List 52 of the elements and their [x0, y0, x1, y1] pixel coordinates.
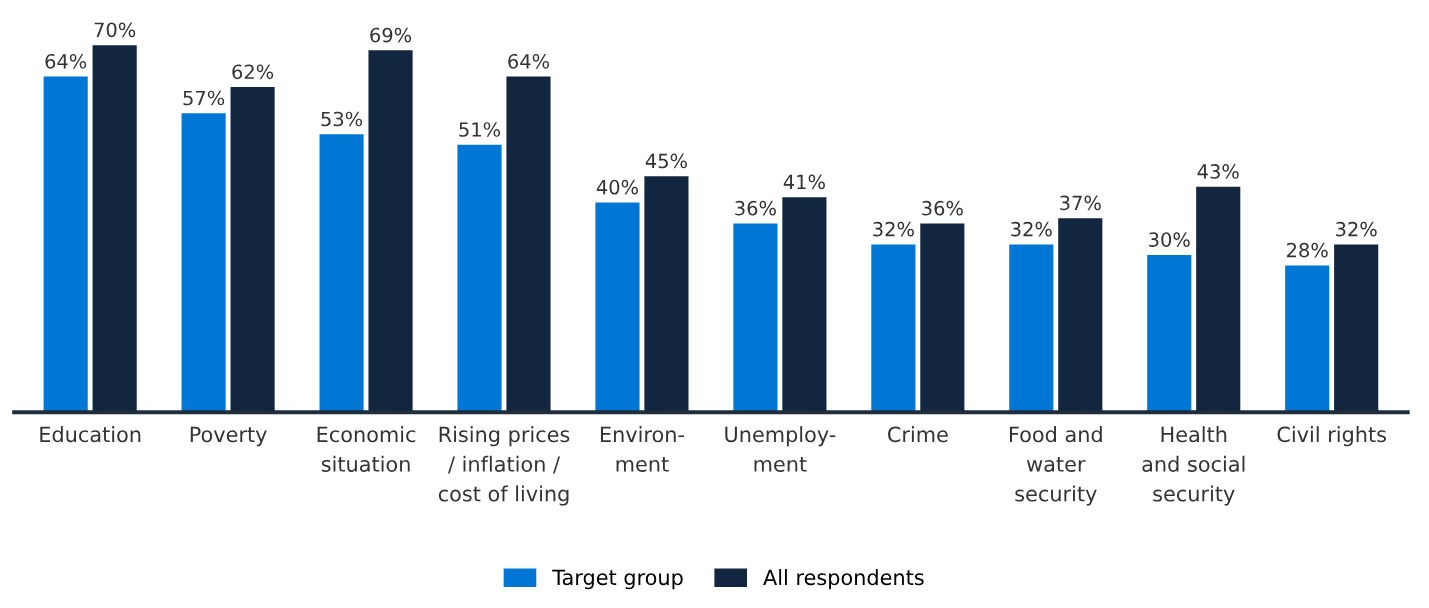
bar [871, 244, 916, 413]
bar [1334, 244, 1379, 413]
data-label: 64% [508, 53, 550, 69]
legend-label: All respondents [763, 569, 924, 590]
bar [43, 76, 88, 413]
bar [230, 87, 275, 413]
bar [1147, 254, 1192, 413]
bar [733, 223, 778, 413]
bar [1058, 218, 1103, 413]
data-label: 51% [459, 122, 501, 137]
x-tick-label: Education [40, 426, 141, 443]
data-label: 28% [1287, 242, 1328, 258]
x-tick-label: Economic situation [317, 426, 416, 472]
data-label: 30% [1149, 232, 1190, 247]
data-label: 45% [645, 153, 687, 169]
bar [92, 45, 137, 413]
bar [506, 76, 551, 413]
x-tick-label: Food and water security [1009, 426, 1102, 506]
legend-label: Target group [552, 569, 683, 590]
data-label: 41% [783, 174, 825, 190]
data-label: 64% [45, 53, 87, 69]
x-tick-label: Health and social security [1142, 426, 1245, 506]
bar [1285, 265, 1330, 413]
data-label: 37% [1060, 195, 1101, 211]
bar [319, 134, 364, 413]
x-tick-label: Rising prices / inflation / cost of living [438, 426, 570, 506]
data-label: 32% [873, 221, 914, 237]
data-label: 36% [922, 200, 963, 216]
data-label: 69% [370, 27, 412, 43]
x-tick-label: Unemploy- ment [725, 426, 836, 472]
data-label: 32% [1336, 221, 1377, 237]
data-label: 32% [1011, 221, 1052, 237]
x-tick-label: Environ- ment [600, 426, 684, 472]
bar [1009, 244, 1054, 413]
bar [595, 202, 640, 413]
x-tick-label: Civil rights [1277, 426, 1387, 447]
x-tick-label: Poverty [190, 426, 267, 447]
data-label: 36% [735, 200, 776, 216]
bar [368, 50, 413, 413]
x-tick-label: Crime [888, 426, 948, 443]
data-label: 57% [183, 90, 225, 106]
data-label: 70% [94, 22, 136, 38]
data-label: 53% [321, 111, 363, 127]
bar [920, 223, 965, 413]
bar [782, 197, 827, 413]
bar [181, 113, 226, 413]
bar [644, 176, 689, 413]
data-label: 62% [232, 64, 274, 80]
data-label: 43% [1197, 164, 1239, 179]
data-label: 40% [596, 179, 638, 195]
bar [1196, 186, 1241, 413]
bar [457, 144, 502, 413]
